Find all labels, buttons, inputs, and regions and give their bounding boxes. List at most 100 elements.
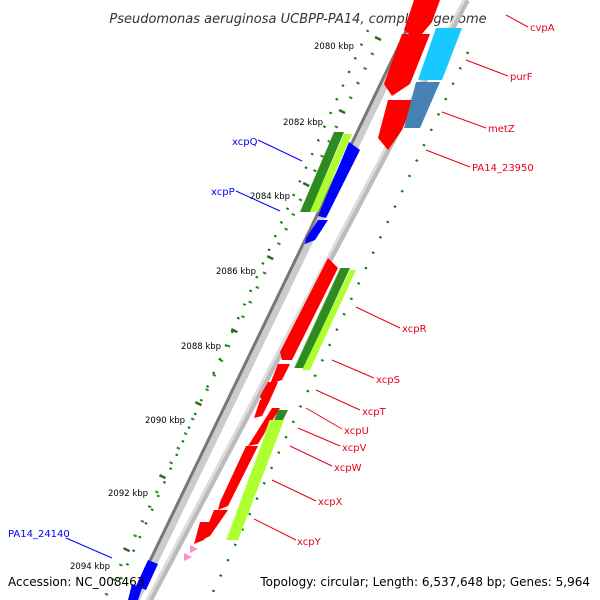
- axis-tick: [363, 66, 368, 71]
- tick-label-2082: 2082 kbp: [283, 118, 323, 128]
- axis-tick: [133, 534, 138, 538]
- axis-tick: [334, 125, 339, 129]
- gene-blue-bottom[interactable]: [128, 584, 142, 600]
- callout-metZ: [441, 111, 487, 129]
- axis-tick: [312, 169, 317, 173]
- tick-label-2094: 2094 kbp: [70, 562, 110, 572]
- axis-tick: [241, 315, 245, 319]
- axis-tick: [348, 96, 353, 100]
- gene-xcpY[interactable]: [194, 522, 212, 544]
- axis-ticks: [104, 35, 382, 596]
- axis-tick: [212, 373, 217, 377]
- axis-tick: [262, 271, 267, 275]
- callout-xcpQ: [257, 139, 303, 162]
- gene-labels: cvpA purF metZ PA14_23950 xcpQ xcpP xcpR…: [8, 23, 555, 548]
- axis-tick: [276, 242, 281, 246]
- label-xcpX[interactable]: xcpX: [318, 497, 343, 508]
- gene-xcpT[interactable]: [260, 382, 278, 402]
- callout-lines: [65, 14, 529, 559]
- pink-feature-2: [184, 553, 192, 561]
- axis-tick: [374, 35, 382, 42]
- cog-lightgreen-xcpR: [302, 270, 356, 370]
- axis-tick: [356, 81, 360, 85]
- label-xcpP[interactable]: xcpP: [211, 187, 235, 198]
- axis-tick: [176, 446, 181, 450]
- callout-xcpY: [253, 518, 297, 541]
- tick-label-2080: 2080 kbp: [314, 42, 354, 52]
- callout-xcpT: [315, 389, 361, 411]
- callout-xcpW: [289, 445, 333, 467]
- cog-lightgreen-xcpW: [226, 420, 284, 540]
- axis-tick: [320, 154, 324, 158]
- gene-xcpQ[interactable]: [318, 142, 360, 218]
- label-purF[interactable]: purF: [510, 72, 533, 83]
- cog-cyan-block: [418, 28, 462, 80]
- label-xcpY[interactable]: xcpY: [297, 537, 322, 548]
- gene-purF[interactable]: [384, 34, 430, 96]
- label-xcpQ[interactable]: xcpQ: [232, 137, 258, 148]
- axis-tick: [255, 285, 260, 290]
- label-PA14_23950[interactable]: PA14_23950: [472, 163, 534, 174]
- axis-tick: [230, 327, 238, 334]
- map-title: Pseudomonas aeruginosa UCBPP-PA14, compl…: [109, 12, 486, 27]
- axis-tick: [104, 592, 109, 596]
- axis-tick: [266, 254, 274, 261]
- tick-labels: 2080 kbp 2082 kbp 2084 kbp 2086 kbp 2088…: [70, 42, 354, 572]
- tick-label-2084: 2084 kbp: [250, 192, 290, 202]
- callout-xcpS: [331, 359, 375, 379]
- label-metZ[interactable]: metZ: [488, 124, 515, 135]
- gene-xcpX[interactable]: [202, 510, 228, 540]
- axis-tick: [298, 198, 303, 202]
- label-xcpV[interactable]: xcpV: [342, 443, 367, 454]
- gene-cvpA[interactable]: [404, 0, 440, 40]
- callout-xcpR: [355, 306, 401, 329]
- gene-PA14_24140[interactable]: [136, 560, 158, 590]
- axis-tick: [284, 227, 289, 231]
- label-xcpW[interactable]: xcpW: [334, 463, 362, 474]
- axis-tick: [154, 490, 159, 494]
- axis-tick: [140, 519, 145, 523]
- axis-tick: [183, 431, 188, 436]
- gene-xcpV[interactable]: [248, 408, 280, 446]
- label-cvpA[interactable]: cvpA: [530, 23, 555, 34]
- gc-content-track: [114, 29, 370, 591]
- axis-tick: [205, 388, 210, 392]
- axis-tick: [226, 344, 231, 348]
- tick-label-2092: 2092 kbp: [108, 489, 148, 499]
- callout-xcpU: [305, 407, 343, 430]
- genome-summary-text: Topology: circular; Length: 6,537,648 bp…: [259, 575, 590, 589]
- cog-steel-block: [404, 82, 440, 128]
- callout-cvpA: [505, 14, 529, 28]
- tick-label-2088: 2088 kbp: [181, 342, 221, 352]
- gene-xcpS[interactable]: [270, 364, 290, 384]
- gene-xcpU[interactable]: [254, 400, 270, 418]
- gene-metZ[interactable]: [378, 100, 414, 150]
- axis-tick: [248, 300, 253, 304]
- pink-feature-1: [190, 545, 198, 553]
- callout-xcpV: [297, 427, 341, 447]
- label-xcpT[interactable]: xcpT: [362, 407, 387, 418]
- axis-tick: [158, 474, 167, 480]
- callout-PA14_23950: [425, 149, 471, 168]
- label-xcpU[interactable]: xcpU: [344, 426, 369, 437]
- gene-xcpW[interactable]: [218, 446, 258, 510]
- label-PA14_24140[interactable]: PA14_24140: [8, 529, 70, 540]
- axis-tick: [122, 547, 131, 553]
- gene-xcpP[interactable]: [305, 220, 328, 244]
- axis-tick: [370, 52, 375, 56]
- axis-tick: [169, 461, 174, 465]
- axis-tick: [190, 417, 195, 421]
- tick-label-2090: 2090 kbp: [145, 416, 185, 426]
- gene-xcpR[interactable]: [280, 258, 338, 360]
- label-xcpR[interactable]: xcpR: [402, 324, 427, 335]
- callout-purF: [465, 59, 509, 77]
- callout-PA14_24140: [65, 537, 113, 559]
- tick-label-2086: 2086 kbp: [216, 267, 256, 277]
- axis-tick: [111, 578, 116, 582]
- cog-green-xcpR: [294, 268, 350, 368]
- axis-tick: [147, 504, 152, 509]
- gene-features: [128, 0, 462, 600]
- label-xcpS[interactable]: xcpS: [376, 375, 400, 386]
- callout-xcpP: [235, 190, 281, 212]
